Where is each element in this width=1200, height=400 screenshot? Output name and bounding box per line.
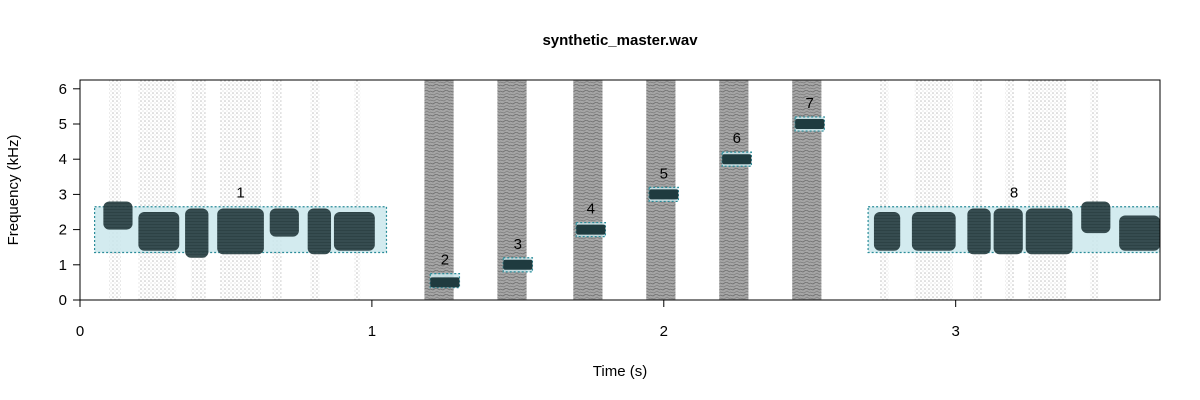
y-tick-label-1: 1 xyxy=(59,257,67,274)
tone-event-5 xyxy=(795,119,825,129)
song-syllable-9 xyxy=(967,208,991,255)
y-tick-label-2: 2 xyxy=(59,222,67,239)
annotation-label-2: 2 xyxy=(441,252,449,269)
noise-band-5 xyxy=(792,80,822,300)
song-syllable-0 xyxy=(103,201,133,230)
tone-event-0 xyxy=(430,277,460,288)
y-axis-label: Frequency (kHz) xyxy=(5,135,22,246)
annotation-label-1: 1 xyxy=(236,185,244,202)
harmonic-column-0 xyxy=(109,80,121,300)
x-tick-label-1: 1 xyxy=(368,323,376,340)
song-syllable-7 xyxy=(873,212,901,251)
chart-title: synthetic_master.wav xyxy=(542,32,698,49)
y-tick-label-4: 4 xyxy=(59,151,67,168)
tone-event-2 xyxy=(576,224,606,235)
harmonic-column-9 xyxy=(973,80,982,300)
tone-event-4 xyxy=(722,154,752,165)
y-tick-label-3: 3 xyxy=(59,186,67,203)
tone-events xyxy=(430,119,825,288)
harmonic-column-8 xyxy=(914,80,953,300)
annotation-label-4: 4 xyxy=(587,201,595,218)
tone-event-3 xyxy=(649,189,679,200)
song-syllable-13 xyxy=(1119,215,1160,251)
y-tick-label-6: 6 xyxy=(59,81,67,98)
annotation-label-3: 3 xyxy=(514,236,522,253)
harmonic-column-12 xyxy=(1089,80,1099,300)
harmonic-column-2 xyxy=(190,80,206,300)
song-syllable-11 xyxy=(1025,208,1073,255)
harmonic-column-1 xyxy=(138,80,177,300)
song-syllable-6 xyxy=(333,212,375,251)
annotation-label-5: 5 xyxy=(660,165,668,182)
song-segments xyxy=(103,201,1160,258)
song-syllable-12 xyxy=(1081,201,1111,234)
annotation-label-7: 7 xyxy=(806,95,814,112)
song-syllable-3 xyxy=(217,208,264,255)
annotation-label-8: 8 xyxy=(1010,185,1018,202)
harmonic-column-5 xyxy=(310,80,320,300)
noise-band-4 xyxy=(719,80,749,300)
x-tick-label-3: 3 xyxy=(952,323,960,340)
song-syllable-10 xyxy=(993,208,1023,255)
harmonic-column-10 xyxy=(1005,80,1015,300)
annotation-labels: 1 2 3 4 5 6 7 8 xyxy=(236,95,1018,269)
harmonic-columns xyxy=(109,80,1099,300)
y-tick-label-0: 0 xyxy=(59,292,67,309)
noise-band-0 xyxy=(424,80,454,300)
song-syllable-2 xyxy=(185,208,209,258)
song-syllable-1 xyxy=(138,212,180,251)
song-syllable-4 xyxy=(269,208,299,237)
noise-band-2 xyxy=(573,80,603,300)
tone-event-1 xyxy=(503,259,533,270)
song-syllable-8 xyxy=(911,212,956,251)
x-axis-label: Time (s) xyxy=(593,363,647,380)
plot-frame xyxy=(79,79,1161,301)
harmonic-column-11 xyxy=(1028,80,1067,300)
harmonic-column-7 xyxy=(879,80,889,300)
axes: 0 1 2 3 0 1 2 3 4 5 6 xyxy=(59,81,960,340)
annotation-label-6: 6 xyxy=(733,130,741,147)
noise-bands xyxy=(424,80,822,300)
x-tick-label-0: 0 xyxy=(76,323,84,340)
harmonic-column-4 xyxy=(272,80,282,300)
song-syllable-5 xyxy=(307,208,332,255)
y-tick-label-5: 5 xyxy=(59,116,67,133)
harmonic-column-6 xyxy=(354,80,361,300)
harmonic-column-3 xyxy=(220,80,261,300)
x-tick-label-2: 2 xyxy=(660,323,668,340)
